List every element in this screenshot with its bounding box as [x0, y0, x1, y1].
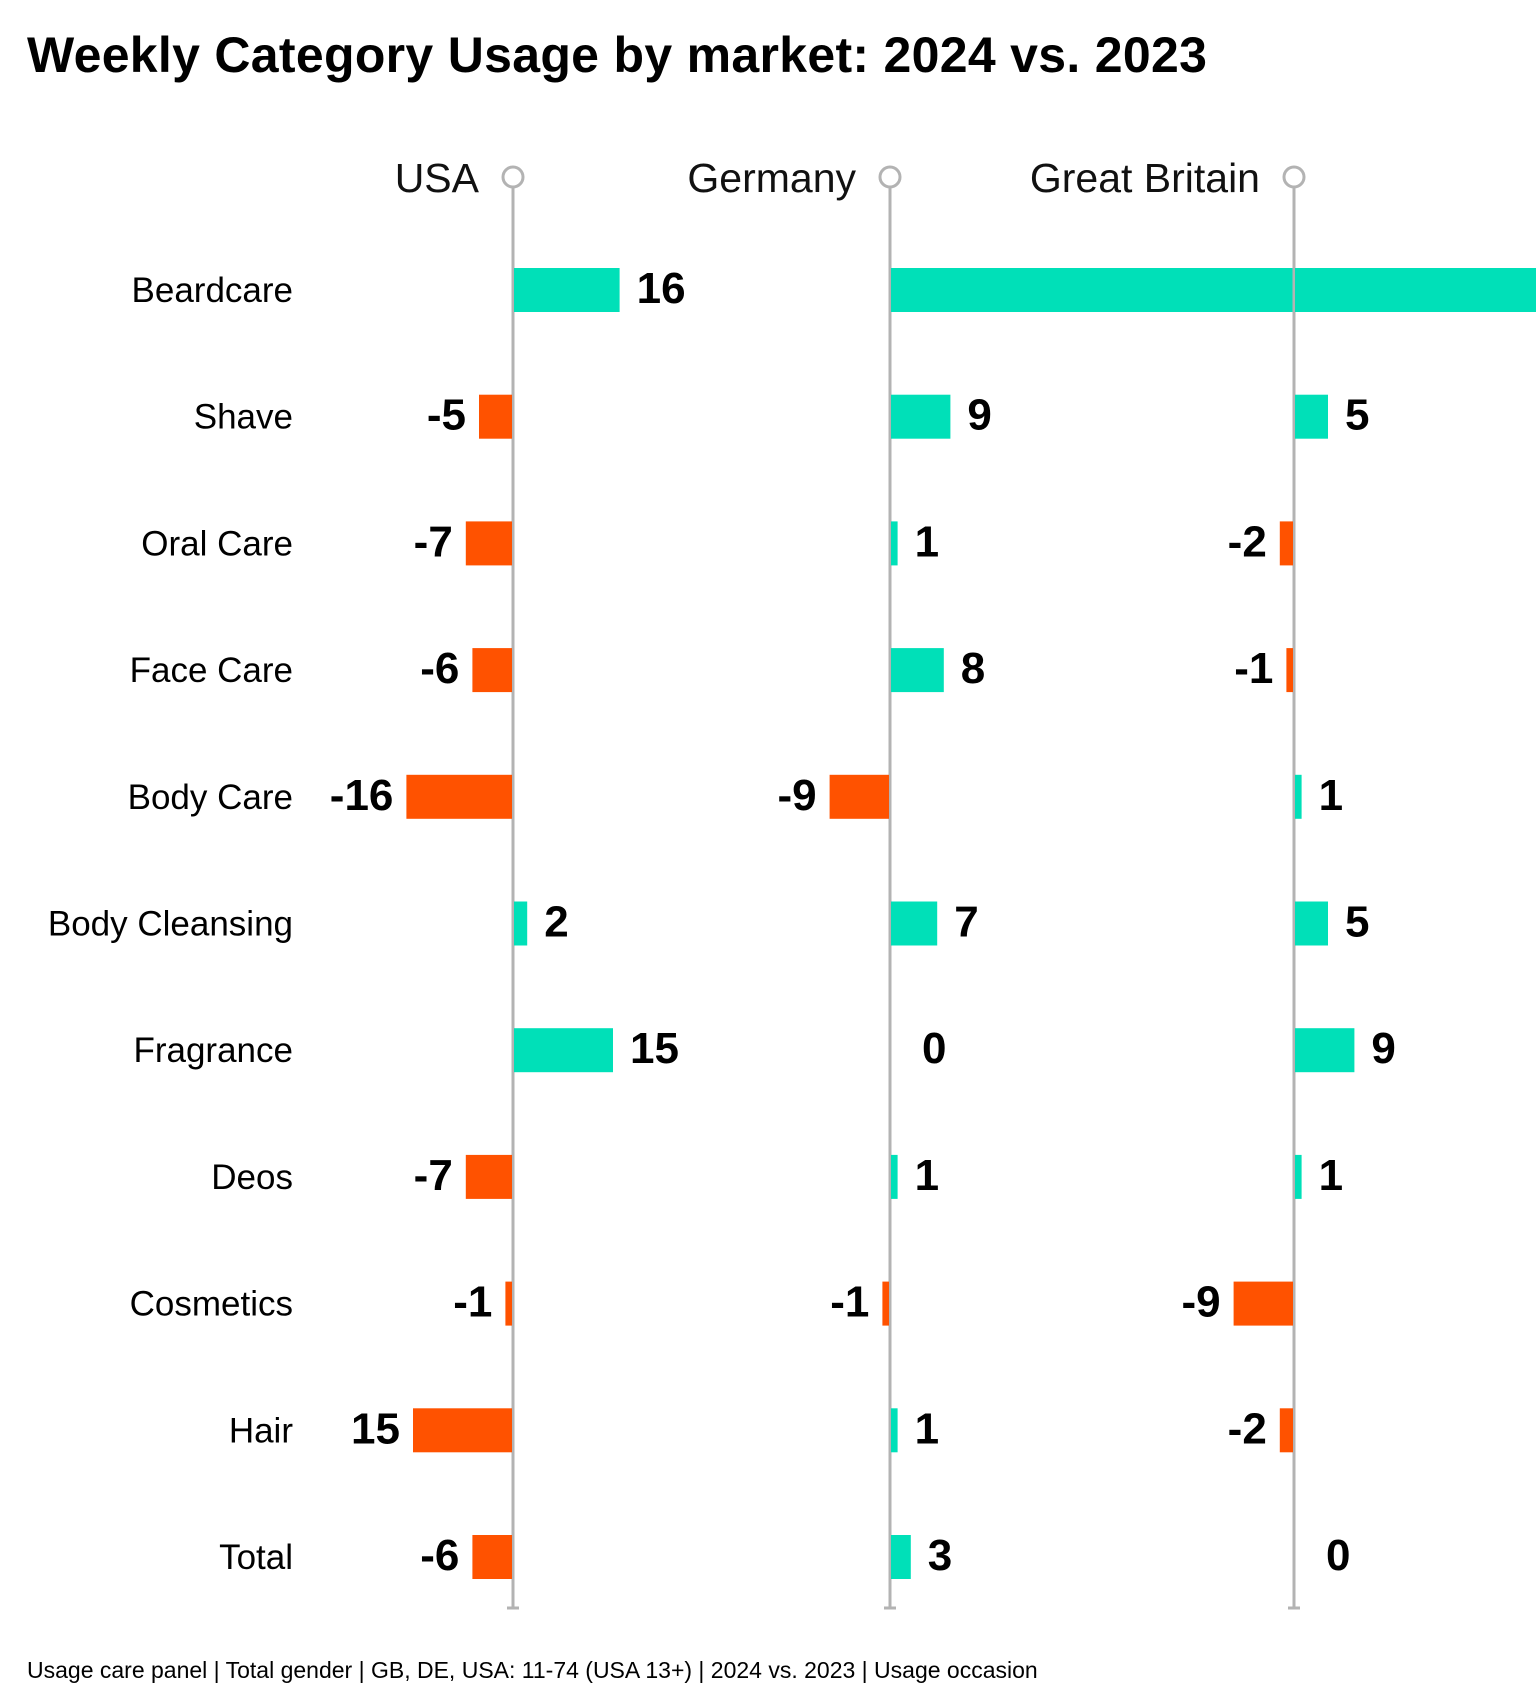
- category-label: Total: [219, 1538, 293, 1577]
- data-label: 0: [1326, 1531, 1350, 1580]
- category-label: Face Care: [130, 651, 293, 690]
- bar-negative: [505, 1281, 512, 1326]
- bar-positive: [891, 521, 898, 566]
- category-label: Beardcare: [132, 271, 293, 310]
- data-label: 3: [928, 1531, 952, 1580]
- data-label: 9: [1371, 1024, 1395, 1073]
- bar-negative: [406, 774, 512, 819]
- data-label: -6: [420, 644, 459, 693]
- bar-negative: [413, 1408, 512, 1453]
- data-label: 1: [915, 517, 939, 566]
- axis-marker-icon: [501, 165, 525, 189]
- category-label: Deos: [211, 1158, 293, 1197]
- data-label: 1: [1319, 771, 1343, 820]
- category-label: Cosmetics: [130, 1285, 293, 1324]
- bar-positive: [891, 1408, 898, 1453]
- data-label: -16: [330, 771, 394, 820]
- data-label: 1: [915, 1404, 939, 1453]
- bar-positive: [514, 268, 620, 312]
- category-label: Body Care: [128, 778, 293, 817]
- data-label: 16: [637, 264, 686, 313]
- bar-positive: [891, 1154, 898, 1199]
- bar-positive: [1295, 774, 1302, 819]
- bar-positive: [1295, 1154, 1302, 1199]
- bar-negative: [829, 774, 889, 819]
- data-label: 5: [1345, 391, 1369, 440]
- bar-negative: [465, 521, 512, 566]
- bar-negative: [472, 1535, 512, 1579]
- bar-negative: [1286, 648, 1293, 693]
- bar-positive: [514, 1028, 613, 1073]
- axis-marker-icon: [1282, 165, 1306, 189]
- bar-positive: [891, 901, 938, 946]
- data-label: 15: [351, 1404, 400, 1453]
- data-label: -7: [414, 1151, 453, 1200]
- footnote: Usage care panel | Total gender | GB, DE…: [27, 1657, 1038, 1683]
- data-label: -7: [414, 517, 453, 566]
- data-label: 1: [1319, 1151, 1343, 1200]
- bar-negative: [1233, 1281, 1293, 1326]
- data-label: 8: [961, 644, 985, 693]
- chart-title: Weekly Category Usage by market: 2024 vs…: [27, 27, 1208, 83]
- data-label: 15: [630, 1024, 679, 1073]
- data-label: -1: [1234, 644, 1273, 693]
- axis-marker-icon: [878, 165, 902, 189]
- bar-positive: [1295, 901, 1328, 946]
- bar-positive: [514, 901, 528, 946]
- data-label: 2: [544, 898, 568, 947]
- bar-positive: [891, 394, 951, 439]
- category-label: Oral Care: [141, 524, 293, 563]
- category-label: Body Cleansing: [48, 905, 293, 944]
- category-label: Hair: [229, 1411, 294, 1450]
- data-label: 0: [922, 1024, 946, 1073]
- bar-chart: Beardcare Shave Oral Care Face Care Body Car…: [48, 155, 1536, 1610]
- data-label: -2: [1228, 517, 1267, 566]
- bar-negative: [882, 1281, 889, 1326]
- bar-negative: [472, 648, 512, 693]
- bar-positive: [1295, 394, 1328, 439]
- market-label: Germany: [687, 155, 856, 201]
- bar-negative: [1279, 521, 1293, 566]
- data-label: 5: [1345, 898, 1369, 947]
- bar-positive: [891, 1535, 911, 1579]
- market-label: USA: [395, 155, 480, 201]
- bar-negative: [1279, 1408, 1293, 1453]
- bar-positive: [1295, 1028, 1355, 1073]
- data-label: 9: [967, 391, 991, 440]
- bar-negative: [479, 394, 512, 439]
- market-label: Great Britain: [1030, 155, 1260, 201]
- data-label: -2: [1228, 1404, 1267, 1453]
- data-label: -1: [830, 1278, 869, 1327]
- data-label: 7: [954, 898, 978, 947]
- data-label: -9: [1181, 1278, 1220, 1327]
- data-label: -9: [777, 771, 816, 820]
- bar-positive: [891, 648, 944, 693]
- bar-negative: [465, 1154, 512, 1199]
- data-label: 1: [915, 1151, 939, 1200]
- category-label: Fragrance: [133, 1031, 293, 1070]
- data-label: -6: [420, 1531, 459, 1580]
- data-label: -5: [427, 391, 466, 440]
- data-label: -1: [453, 1278, 492, 1327]
- category-label: Shave: [194, 398, 293, 437]
- bar-positive: [1295, 268, 1536, 312]
